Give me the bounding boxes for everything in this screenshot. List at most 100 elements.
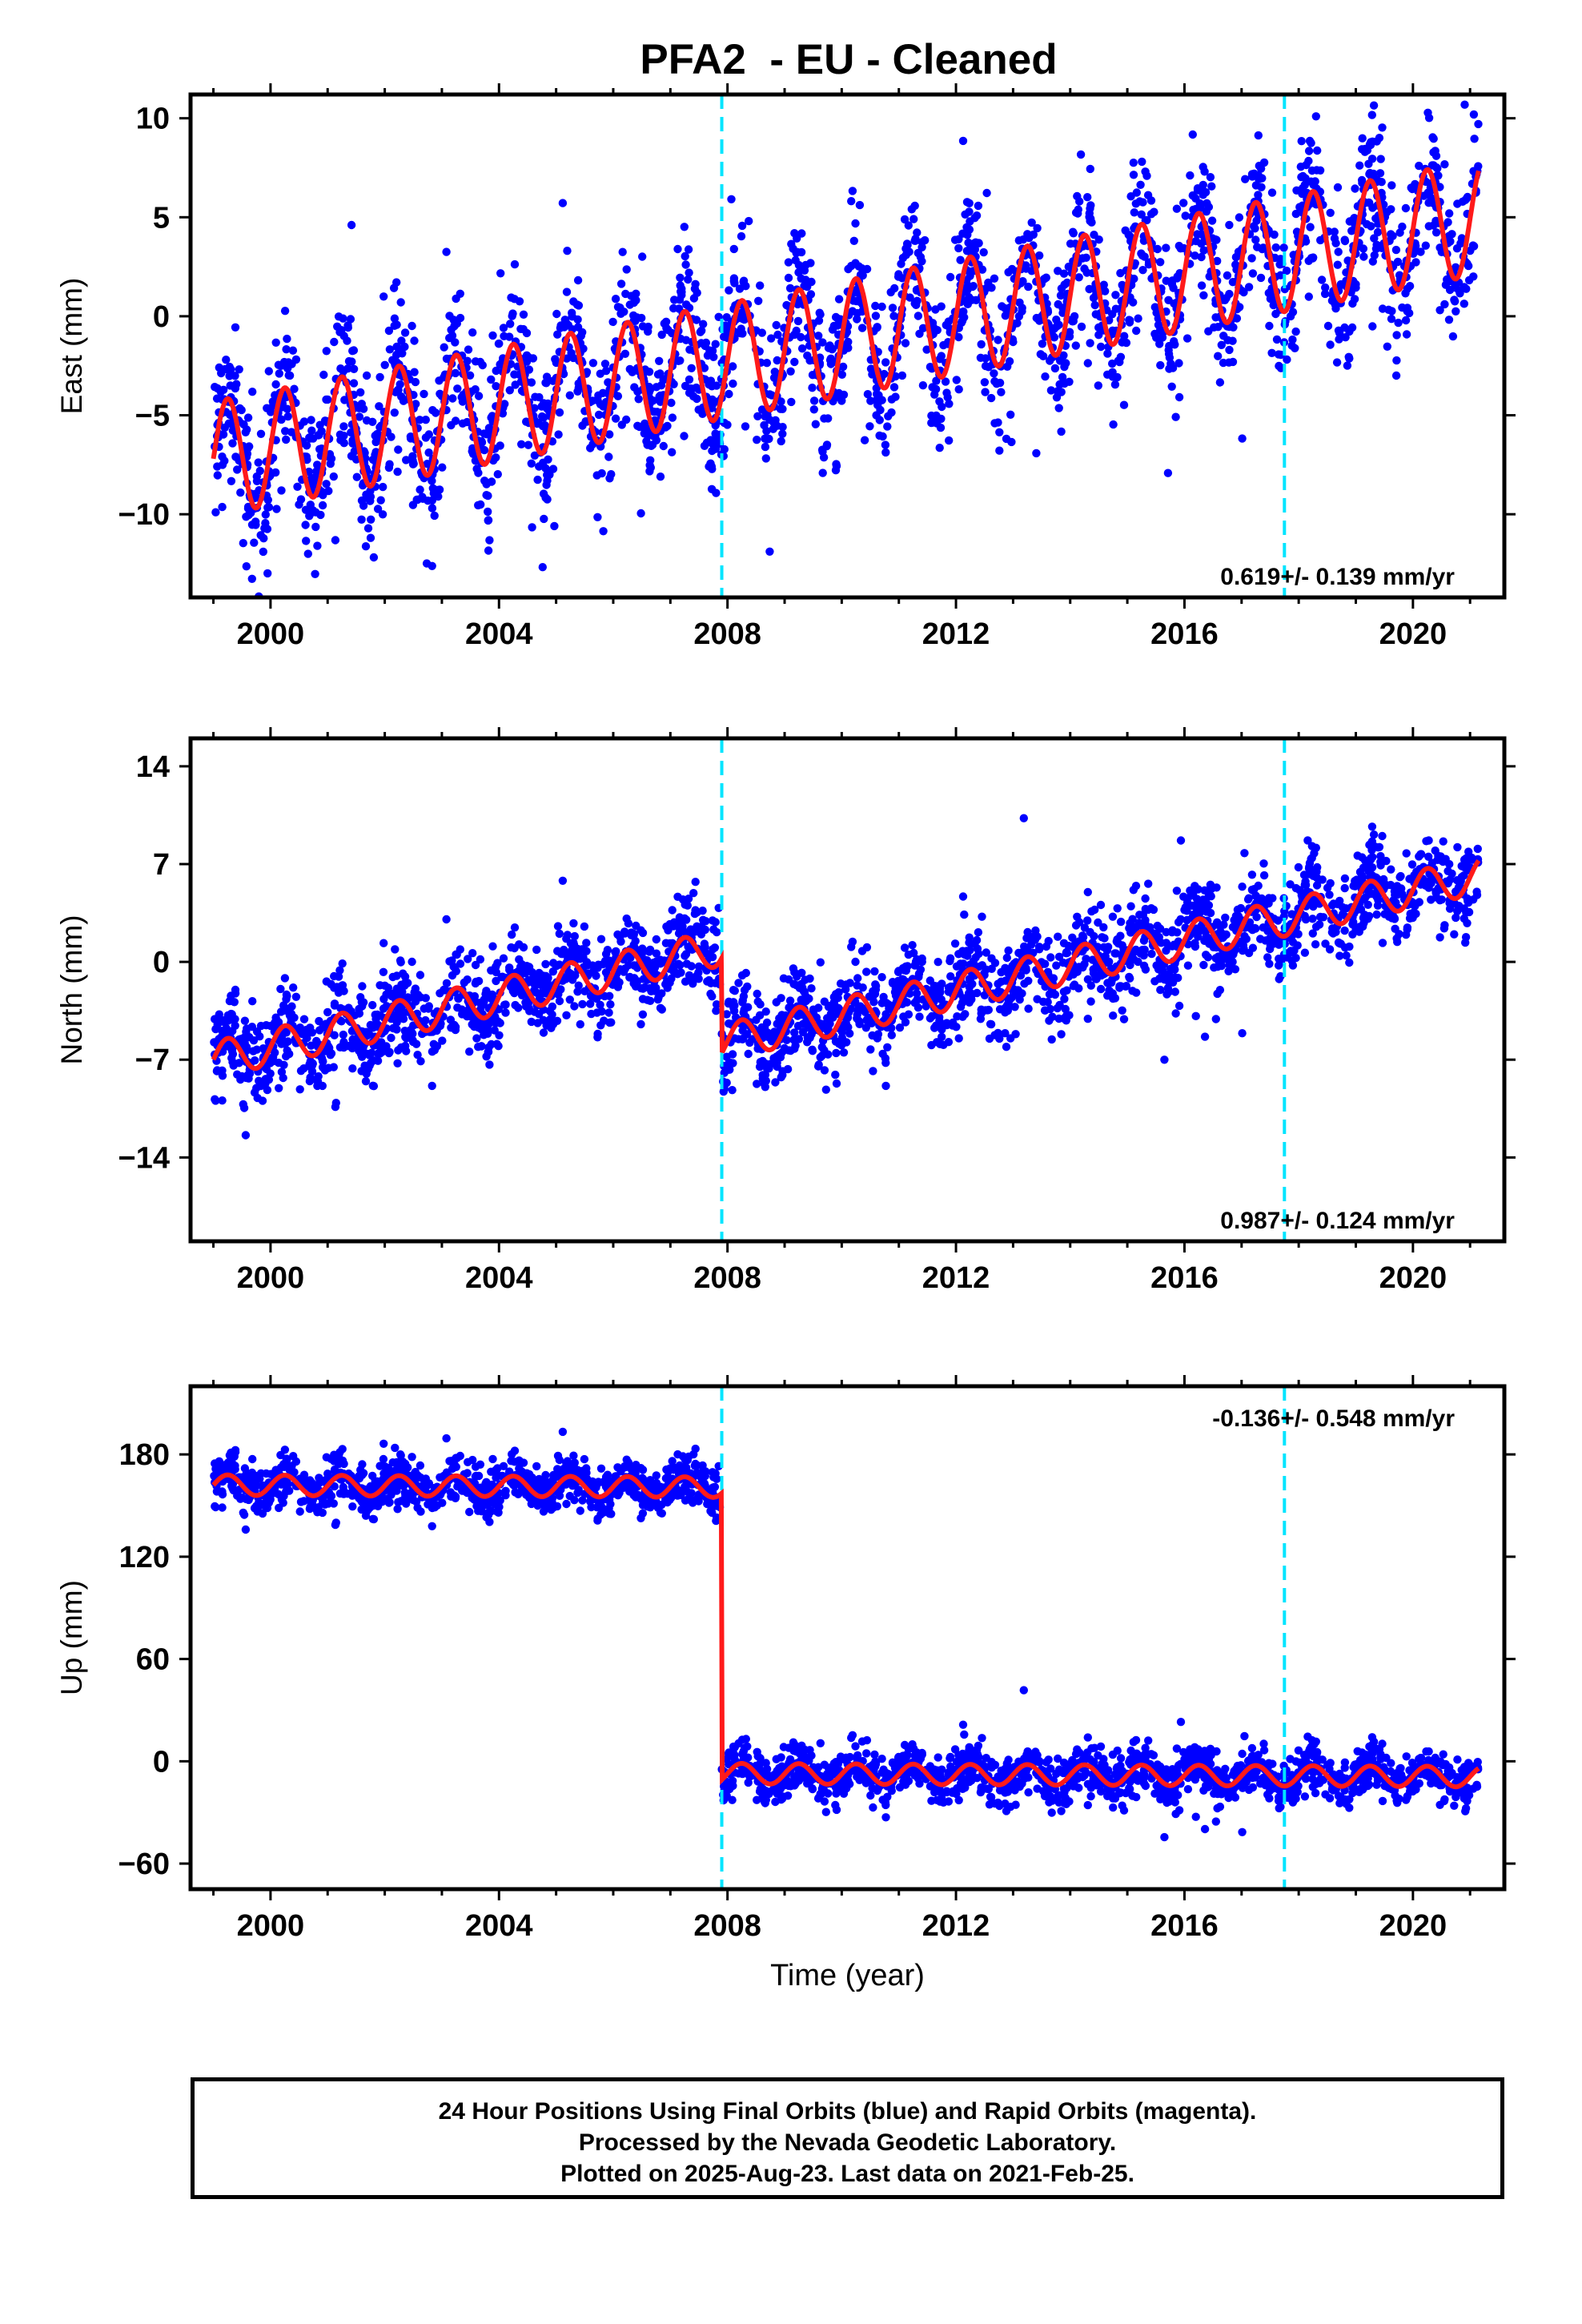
data-point xyxy=(361,1077,371,1086)
data-point xyxy=(1375,169,1385,178)
data-point xyxy=(1058,372,1067,382)
data-point xyxy=(1087,907,1096,916)
data-point xyxy=(272,505,281,513)
data-point xyxy=(302,537,311,545)
data-point xyxy=(1126,902,1135,911)
data-point xyxy=(1049,332,1058,341)
data-point xyxy=(1353,881,1363,890)
data-point xyxy=(1435,306,1444,315)
data-point xyxy=(680,223,689,231)
data-point xyxy=(1057,284,1066,293)
data-point xyxy=(981,354,990,363)
data-point xyxy=(1357,871,1367,880)
data-point xyxy=(1464,275,1474,285)
data-point xyxy=(1440,921,1449,930)
data-point xyxy=(510,259,520,269)
data-point xyxy=(793,316,803,326)
data-point xyxy=(832,1079,841,1088)
data-point xyxy=(1155,340,1164,348)
data-point xyxy=(1044,936,1053,946)
data-point xyxy=(1195,908,1204,918)
data-point xyxy=(1251,181,1261,190)
data-point xyxy=(494,1042,503,1051)
data-point xyxy=(1333,260,1343,269)
data-point xyxy=(573,275,583,285)
data-point xyxy=(1103,991,1112,1000)
data-point xyxy=(421,416,430,424)
data-point xyxy=(596,1021,605,1030)
data-point xyxy=(853,315,861,324)
data-point xyxy=(1422,837,1431,846)
data-point xyxy=(1294,862,1303,872)
data-point xyxy=(451,368,460,378)
data-point xyxy=(817,445,827,454)
data-point xyxy=(1367,111,1377,119)
data-point xyxy=(652,383,661,392)
data-point xyxy=(424,497,432,505)
data-point xyxy=(1304,147,1314,155)
data-point xyxy=(371,437,380,447)
data-point xyxy=(563,247,572,255)
data-point xyxy=(1401,203,1411,213)
data-point xyxy=(870,967,879,976)
data-point xyxy=(1451,297,1460,306)
data-point xyxy=(365,1051,374,1059)
y-tick-label: 10 xyxy=(136,103,170,136)
data-point xyxy=(661,423,670,432)
data-point xyxy=(323,395,332,404)
data-point xyxy=(1366,140,1375,150)
data-point xyxy=(773,356,781,365)
data-point xyxy=(390,314,400,323)
data-point xyxy=(1024,1004,1033,1013)
data-point xyxy=(379,939,388,947)
data-point xyxy=(1367,822,1377,831)
data-point xyxy=(1176,915,1185,924)
data-point xyxy=(369,1082,379,1091)
data-point xyxy=(211,383,219,392)
data-point xyxy=(271,380,280,389)
data-point xyxy=(492,453,500,462)
data-point xyxy=(1369,830,1379,839)
data-point xyxy=(484,507,492,517)
data-point xyxy=(1188,130,1198,139)
data-point xyxy=(808,384,817,392)
data-point xyxy=(1283,355,1291,364)
data-point xyxy=(1325,945,1335,954)
data-point xyxy=(1312,881,1322,890)
data-point xyxy=(465,371,475,380)
data-point xyxy=(1032,448,1041,458)
data-point xyxy=(833,993,842,1003)
data-point xyxy=(1116,931,1125,940)
data-point xyxy=(560,316,569,324)
data-point xyxy=(941,377,950,386)
data-point xyxy=(285,1011,295,1020)
data-point xyxy=(762,435,772,444)
data-point xyxy=(978,912,986,921)
data-point xyxy=(311,569,319,578)
data-point xyxy=(1317,275,1327,284)
data-point xyxy=(1325,891,1334,899)
data-point xyxy=(673,244,682,254)
data-point xyxy=(522,357,532,366)
data-point xyxy=(845,979,854,987)
data-point xyxy=(472,1034,481,1043)
data-point xyxy=(1138,266,1147,275)
data-point xyxy=(1126,928,1135,937)
data-point xyxy=(877,302,886,312)
data-point xyxy=(1206,173,1215,182)
data-point xyxy=(816,958,825,967)
data-point xyxy=(530,404,539,412)
data-point xyxy=(1046,356,1054,365)
data-point xyxy=(1174,1001,1184,1011)
data-point xyxy=(809,405,818,414)
data-point xyxy=(313,541,322,550)
data-point xyxy=(942,1019,951,1027)
data-point xyxy=(283,412,292,421)
data-point xyxy=(959,307,968,316)
data-point xyxy=(1193,230,1202,239)
data-point xyxy=(213,462,222,471)
data-point xyxy=(565,995,574,1004)
data-point xyxy=(1370,251,1379,259)
data-point xyxy=(1121,226,1130,235)
data-point xyxy=(787,397,796,407)
